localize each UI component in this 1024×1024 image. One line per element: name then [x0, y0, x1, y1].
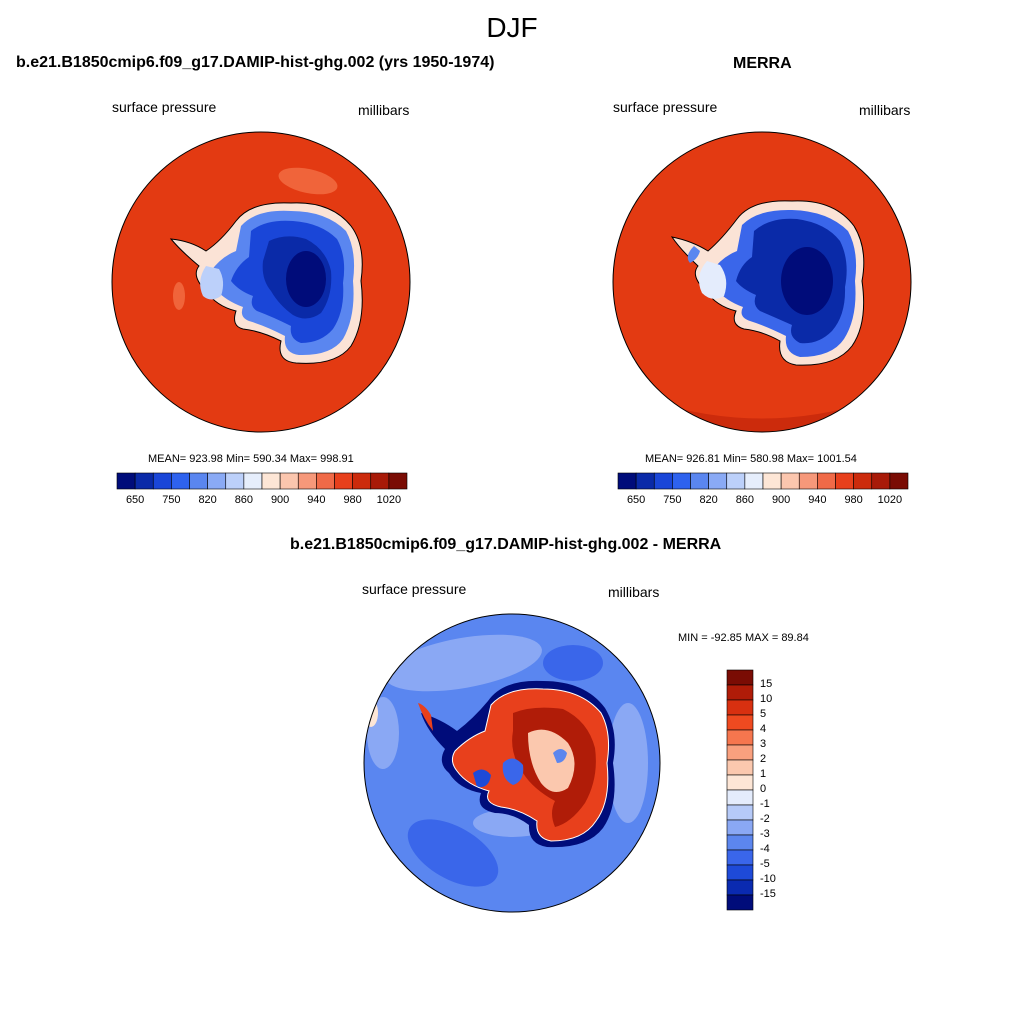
- colorbar-swatch: [388, 472, 408, 490]
- panel3-variable-label: surface pressure: [362, 581, 467, 597]
- colorbar-tick-label: 10: [760, 693, 773, 705]
- colorbar-swatch: [617, 472, 637, 490]
- colorbar-tick-label: -10: [760, 873, 776, 885]
- colorbar-swatch: [279, 472, 299, 490]
- panel3-title: b.e21.B1850cmip6.f09_g17.DAMIP-hist-ghg.…: [290, 536, 722, 553]
- colorbar-swatch: [261, 472, 281, 490]
- colorbar-swatch: [798, 472, 818, 490]
- figure-title: DJF: [486, 12, 538, 43]
- colorbar-tick-label: 900: [771, 494, 791, 506]
- colorbar-tick-label: 4: [760, 723, 767, 735]
- panel1-stats: MEAN= 923.98 Min= 590.34 Max= 998.91: [148, 453, 354, 465]
- colorbar-tick-label: 860: [735, 494, 755, 506]
- colorbar-swatch: [690, 472, 709, 490]
- colorbar-swatch: [116, 472, 136, 490]
- colorbar-tick-label: -5: [760, 858, 770, 870]
- panel2-polar-map: [612, 131, 912, 433]
- colorbar-tick-label: 980: [343, 494, 362, 506]
- colorbar-swatch: [653, 472, 673, 490]
- colorbar-tick-label: 1020: [376, 494, 402, 506]
- panel2-units-label: millibars: [859, 102, 911, 118]
- colorbar-swatch: [352, 472, 372, 490]
- colorbar-swatch: [708, 472, 728, 490]
- colorbar-tick-label: 980: [844, 494, 863, 506]
- colorbar-swatch: [334, 472, 353, 490]
- colorbar-swatch: [152, 472, 172, 490]
- colorbar-swatch: [726, 864, 754, 881]
- colorbar-swatch: [726, 819, 754, 836]
- colorbar-swatch: [726, 472, 746, 490]
- colorbar-swatch: [726, 894, 754, 911]
- colorbar-tick-label: 15: [760, 678, 773, 690]
- colorbar-swatch: [207, 472, 227, 490]
- colorbar-swatch: [726, 834, 754, 851]
- colorbar-swatch: [762, 472, 782, 490]
- colorbar-tick-label: 860: [234, 494, 254, 506]
- colorbar-tick-label: -2: [760, 813, 770, 825]
- colorbar-swatch: [726, 744, 754, 761]
- panel1-title: b.e21.B1850cmip6.f09_g17.DAMIP-hist-ghg.…: [16, 54, 495, 71]
- colorbar-swatch: [744, 472, 764, 490]
- colorbar-tick-label: 5: [760, 708, 767, 720]
- panel1-polar-map: [111, 131, 411, 433]
- colorbar-swatch: [726, 759, 754, 776]
- panel2-colorbar: [617, 472, 909, 490]
- colorbar-swatch: [726, 714, 754, 731]
- colorbar-swatch: [672, 472, 691, 490]
- colorbar-tick-label: 820: [699, 494, 718, 506]
- colorbar-swatch: [853, 472, 873, 490]
- colorbar-swatch: [243, 472, 263, 490]
- colorbar-tick-label: 1020: [877, 494, 903, 506]
- colorbar-swatch: [726, 804, 754, 821]
- colorbar-tick-label: 0: [760, 783, 767, 795]
- colorbar-swatch: [726, 699, 754, 716]
- colorbar-tick-label: 940: [307, 494, 326, 506]
- colorbar-tick-label: 650: [125, 494, 145, 506]
- colorbar-swatch: [171, 472, 190, 490]
- colorbar-swatch: [726, 879, 754, 896]
- panel3-colorbar: [726, 669, 754, 911]
- colorbar-swatch: [189, 472, 208, 490]
- colorbar-swatch: [225, 472, 245, 490]
- colorbar-tick-label: -3: [760, 828, 770, 840]
- colorbar-tick-label: 820: [198, 494, 217, 506]
- colorbar-tick-label: 3: [760, 738, 767, 750]
- colorbar-swatch: [726, 789, 754, 806]
- colorbar-swatch: [835, 472, 854, 490]
- colorbar-tick-label: 750: [162, 494, 181, 506]
- colorbar-tick-label: 1: [760, 768, 767, 780]
- colorbar-swatch: [817, 472, 836, 490]
- panel3-units-label: millibars: [608, 584, 660, 600]
- colorbar-swatch: [726, 684, 754, 701]
- colorbar-swatch: [726, 849, 754, 866]
- panel1-variable-label: surface pressure: [112, 99, 217, 115]
- colorbar-swatch: [134, 472, 154, 490]
- panel1-colorbar: [116, 472, 408, 490]
- panel2-stats: MEAN= 926.81 Min= 580.98 Max= 1001.54: [645, 453, 857, 465]
- colorbar-swatch: [726, 774, 754, 791]
- colorbar-tick-label: 2: [760, 753, 767, 765]
- colorbar-swatch: [871, 472, 891, 490]
- colorbar-tick-label: -1: [760, 798, 770, 810]
- panel1-units-label: millibars: [358, 102, 410, 118]
- colorbar-swatch: [635, 472, 655, 490]
- colorbar-swatch: [726, 669, 754, 686]
- colorbar-swatch: [370, 472, 390, 490]
- panel2-title: MERRA: [733, 55, 792, 72]
- colorbar-tick-label: 650: [626, 494, 646, 506]
- colorbar-swatch: [780, 472, 800, 490]
- panel2-variable-label: surface pressure: [613, 99, 718, 115]
- colorbar-tick-label: -15: [760, 888, 776, 900]
- panel3-polar-map: [363, 613, 661, 913]
- colorbar-tick-label: -4: [760, 843, 770, 855]
- colorbar-tick-label: 900: [270, 494, 290, 506]
- colorbar-swatch: [889, 472, 909, 490]
- panel3-stats: MIN = -92.85 MAX = 89.84: [678, 632, 809, 644]
- colorbar-swatch: [726, 729, 754, 746]
- colorbar-swatch: [297, 472, 317, 490]
- colorbar-tick-label: 940: [808, 494, 827, 506]
- colorbar-tick-label: 750: [663, 494, 682, 506]
- colorbar-swatch: [316, 472, 335, 490]
